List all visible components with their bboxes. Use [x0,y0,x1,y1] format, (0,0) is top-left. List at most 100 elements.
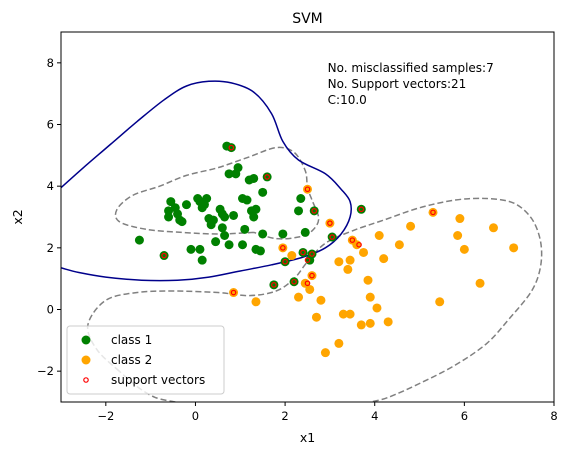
class-2-point [229,288,239,298]
class-2-point [294,292,304,302]
class-2-point [356,320,366,330]
y-tick-label: −2 [37,364,54,378]
support-vector-point [358,206,365,213]
class-1-point [294,206,304,216]
class-1-point [258,229,268,239]
x-axis-label: x1 [300,430,315,445]
class-1-point [249,212,259,222]
class-1-point [280,257,290,267]
support-vector-point [282,258,288,265]
class-1-point [238,240,248,250]
class-1-point [208,215,218,225]
class-1-point [296,194,306,203]
class-1-point [181,200,191,210]
class-2-point [343,264,353,274]
x-tick-label: −2 [97,409,114,423]
x-tick-label: 6 [461,409,468,423]
legend-box [66,325,225,395]
class-2-point [287,251,297,261]
class-1-point [220,231,230,240]
class-2-point [383,317,393,327]
class-1-point [229,210,239,220]
support-vector-point [349,237,356,243]
support-vector-point [327,220,333,226]
support-vector-point [430,209,436,216]
class-1-point [240,224,250,234]
class-1-point [249,173,259,183]
class-1-point [262,172,272,182]
class-2-point [428,207,438,217]
legend-label: support vectors [111,373,205,387]
margin-line [114,146,320,240]
class-1-point [166,197,176,207]
support-vector-point [304,186,311,193]
class-2-point [278,243,288,253]
class-2-point [488,223,498,233]
class-2-point [334,338,344,348]
support-vector-point [304,280,311,287]
legend-marker [81,335,91,345]
decision-boundary [61,80,352,282]
class-2-point [453,231,463,240]
legend-label: class 1 [111,333,152,347]
legend-marker [81,355,91,365]
class-1-point [289,277,299,287]
class-1-point [211,237,221,247]
class-1-point [159,251,169,261]
class-1-point [195,244,205,254]
class-1-point [307,249,317,259]
y-axis-label: x2 [10,209,25,224]
class-2-point [459,244,469,254]
x-axis: −2 0 2 4 6 8 [97,402,558,423]
class-2-point [406,221,416,231]
class-1-point [255,246,265,256]
class-2-point [345,255,355,265]
support-vector-point [264,174,270,180]
class-2-point [365,292,375,302]
annotation-text: No. Support vectors:21 [328,77,467,91]
y-axis: −2 0 2 4 6 8 [37,56,61,378]
class-1-point [258,187,268,197]
class-1-point [269,280,279,290]
x-tick-label: 8 [550,409,557,423]
annotation-text: C:10.0 [328,93,367,107]
annotation-text: No. misclassified samples:7 [328,61,494,75]
annotations: No. misclassified samples:7 No. Support v… [328,61,494,107]
class-1-point [356,204,366,214]
support-vector-point [304,257,311,263]
margin-line [86,197,543,402]
y-tick-label: 8 [47,56,54,70]
class-1-point [177,217,187,227]
class-2-point [334,257,344,267]
y-tick-label: 2 [47,241,54,255]
class-1-point [202,194,212,203]
class-2-point [509,243,519,253]
class-1-point [224,240,234,250]
class-2-point [320,348,330,358]
class-1-point [134,235,144,245]
class-2-point [379,254,389,264]
class-1-point [164,206,174,216]
class-2-point [338,309,348,319]
class-2-point [475,278,485,288]
class-1-point [242,195,252,205]
support-vector-point [309,272,315,279]
legend-marker [83,377,89,383]
class-2-point [303,184,312,194]
class-2-point [394,240,404,250]
support-vector-point [161,252,167,259]
class-1-point [309,206,319,216]
chart-title: SVM [292,11,323,27]
class-1-point [327,232,337,242]
support-vector-point [311,208,318,214]
x-tick-label: 4 [371,409,378,423]
legend-label: class 2 [111,353,152,367]
support-vector-point [356,241,362,248]
points-layer [134,141,519,358]
class-1-point [233,163,243,173]
class-2-point [372,303,382,313]
class-2-point [365,318,375,328]
class-1-point [217,209,227,219]
class-2-point [359,247,369,257]
